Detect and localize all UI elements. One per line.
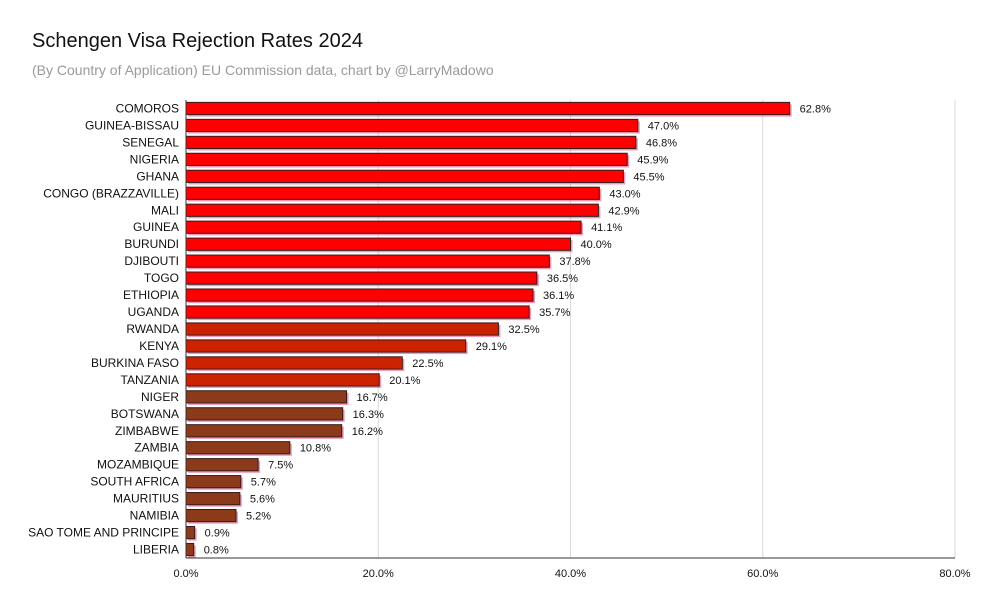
category-label: NIGER [141,390,179,404]
category-label: ZAMBIA [134,441,179,455]
bar [185,356,403,370]
category-label: GUINEA [133,220,179,234]
x-tick-label: 80.0% [939,568,970,580]
value-label: 62.8% [800,103,831,115]
bar [185,135,637,150]
bar [185,458,259,472]
value-label: 5.6% [250,494,275,506]
category-label: BOTSWANA [111,407,179,421]
category-label: NIGERIA [130,152,179,166]
category-label: TANZANIA [121,373,179,387]
chart-title: Schengen Visa Rejection Rates 2024 [32,30,363,52]
bar [185,407,344,421]
value-label: 16.7% [357,392,388,404]
bar [185,254,550,268]
value-label: 7.5% [268,460,293,472]
bar [185,508,237,523]
value-label: 43.0% [609,188,640,200]
value-label: 20.1% [389,375,420,387]
value-label: 0.9% [205,528,230,540]
value-label: 45.9% [637,154,668,166]
value-label: 40.0% [581,239,612,251]
bar [185,271,538,285]
value-label: 41.1% [591,222,622,234]
axes: 0.0% 20.0% 40.0% 60.0% 80.0% [173,100,971,580]
category-label: MOZAMBIQUE [97,458,179,472]
x-tick-label: 40.0% [555,568,586,580]
bar [185,305,530,319]
bar [185,288,534,302]
value-label: 16.3% [353,409,384,421]
value-label: 5.2% [246,511,271,523]
category-label: GHANA [136,169,179,183]
category-label: CONGO (BRAZZAVILLE) [43,186,179,200]
category-label: RWANDA [126,322,179,336]
bar [185,525,196,540]
value-label: 46.8% [646,137,677,149]
category-label: LIBERIA [133,543,179,557]
bar [185,373,380,387]
value-label: 5.7% [251,477,276,489]
value-label: 10.8% [300,443,331,455]
value-label: 0.8% [204,545,229,557]
bar [185,101,791,116]
bar [185,169,624,183]
bar [185,152,628,166]
value-label: 37.8% [559,256,590,268]
bar [185,186,600,200]
category-label: NAMIBIA [130,509,179,523]
category-label: ZIMBABWE [115,424,179,438]
value-label: 36.5% [547,273,578,285]
x-tick-label: 0.0% [173,568,198,580]
category-label: ETHIOPIA [123,288,179,302]
category-label: SAO TOME AND PRINCIPE [28,526,179,540]
x-tick-label: 60.0% [747,568,778,580]
bar [185,339,467,353]
value-label: 45.5% [633,171,664,183]
chart-subtitle: (By Country of Application) EU Commissio… [32,62,494,78]
x-tick-label: 20.0% [363,568,394,580]
value-label: 22.5% [412,358,443,370]
bar [185,475,242,489]
category-label: GUINEA-BISSAU [85,118,179,132]
value-label: 42.9% [608,205,639,217]
bar [185,424,343,438]
bar [185,542,195,557]
category-label: BURKINA FASO [91,356,179,370]
value-label: 35.7% [539,307,570,319]
category-label: KENYA [139,339,179,353]
category-label: MALI [151,203,179,217]
category-label: BURUNDI [124,237,179,251]
value-label: 32.5% [508,324,539,336]
bar [185,118,639,133]
bars [185,101,792,558]
bar [185,237,571,251]
bar [185,492,241,506]
category-label: UGANDA [128,305,179,319]
bar [185,390,348,404]
category-label: DJIBOUTI [124,254,179,268]
category-label: TOGO [144,271,179,285]
value-label: 36.1% [543,290,574,302]
category-label: COMOROS [116,101,179,115]
bar [185,322,499,336]
category-label: SENEGAL [122,135,179,149]
category-label: MAURITIUS [113,492,179,506]
value-label: 47.0% [648,120,679,132]
category-label: SOUTH AFRICA [90,475,179,489]
labels: COMOROS 62.8% GUINEA-BISSAU 47.0% SENEGAL 46.… [28,101,831,556]
bar [185,441,291,455]
bar [185,203,599,217]
value-label: 16.2% [352,426,383,438]
bar [185,220,582,234]
value-label: 29.1% [476,341,507,353]
